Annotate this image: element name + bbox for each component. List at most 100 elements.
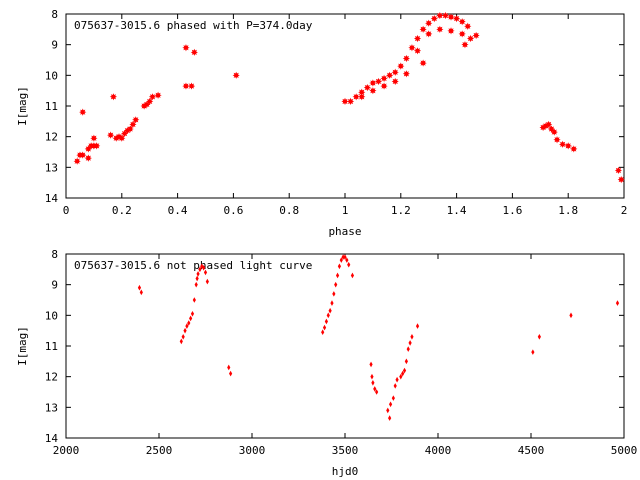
data-point: [137, 284, 142, 291]
y-tick-label: 12: [45, 131, 58, 144]
x-tick-label: 0: [63, 204, 70, 217]
data-point: [425, 30, 433, 38]
data-point: [402, 70, 410, 78]
x-tick-label: 4500: [518, 444, 545, 457]
x-tick-label: 0.4: [168, 204, 188, 217]
data-point: [84, 154, 92, 162]
data-point: [404, 358, 408, 365]
data-point: [406, 346, 410, 352]
data-point: [358, 88, 366, 96]
plot-frame: [65, 253, 625, 439]
data-point: [321, 329, 325, 335]
data-point: [203, 269, 208, 276]
data-point: [388, 401, 393, 408]
data-point: [391, 77, 399, 86]
data-point: [472, 31, 480, 40]
data-point: [369, 79, 377, 87]
data-point: [570, 145, 578, 153]
data-point: [441, 11, 450, 20]
data-point: [386, 407, 390, 414]
data-point: [447, 27, 455, 35]
data-point: [345, 257, 349, 263]
data-point: [187, 82, 196, 90]
data-point: [408, 44, 416, 52]
data-point: [380, 82, 388, 90]
data-point: [194, 281, 198, 288]
x-tick-label: 5000: [611, 444, 638, 457]
data-point: [352, 93, 360, 101]
data-point: [358, 93, 366, 101]
data-point: [466, 34, 475, 43]
x-tick-label: 1.8: [558, 204, 578, 217]
data-point: [229, 370, 233, 377]
data-point: [107, 131, 115, 139]
y-axis-label: I[mag]: [16, 326, 29, 366]
data-point: [553, 136, 561, 144]
data-point: [339, 257, 343, 263]
data-point: [436, 11, 444, 20]
data-point: [347, 261, 351, 268]
data-point: [326, 312, 330, 319]
data-point: [399, 373, 403, 380]
data-point: [430, 15, 438, 23]
data-point: [337, 263, 342, 270]
data-point: [335, 272, 340, 279]
data-point: [391, 68, 399, 76]
data-point: [332, 291, 336, 297]
x-tick-label: 1: [342, 204, 349, 217]
data-point: [371, 380, 375, 386]
data-point: [564, 142, 572, 150]
chart-title: 075637-3015.6 not phased light curve: [74, 259, 312, 272]
data-point: [341, 254, 345, 260]
data-point: [545, 120, 553, 128]
data-point: [182, 82, 190, 90]
y-tick-label: 10: [45, 309, 58, 322]
y-tick-label: 8: [51, 8, 58, 21]
data-point: [397, 62, 405, 70]
data-point: [118, 134, 126, 142]
data-point: [388, 415, 392, 421]
unphased-light-curve-panel: 2000 2500 3000 3500 4000 4500 5000 8 9 10 11 12 13 14…: [16, 248, 637, 478]
data-point: [202, 265, 206, 271]
data-point: [232, 71, 240, 79]
x-tick-label: 1.2: [391, 204, 411, 217]
data-point: [395, 376, 399, 383]
data-point: [537, 334, 541, 340]
data-point: [461, 41, 469, 49]
data-point: [146, 97, 154, 105]
y-axis-label: I[mag]: [16, 86, 29, 126]
data-point: [109, 93, 118, 101]
data-point: [415, 323, 420, 329]
data-point: [126, 125, 134, 133]
x-tick-label: 3500: [332, 444, 359, 457]
x-tick-label: 1.4: [447, 204, 467, 217]
y-tick-label: 11: [45, 340, 58, 353]
data-point: [192, 297, 196, 303]
data-point: [375, 389, 379, 395]
y-tick-label: 8: [51, 248, 58, 261]
data-point: [447, 13, 455, 21]
data-point: [198, 266, 202, 273]
data-point: [363, 84, 371, 92]
y-tick-label: 10: [45, 69, 58, 82]
data-point: [393, 383, 397, 389]
y-tick-label: 12: [45, 371, 58, 384]
x-tick-label: 1.6: [502, 204, 522, 217]
data-point: [181, 334, 185, 340]
data-point: [328, 307, 332, 314]
data-point: [189, 315, 193, 322]
data-point: [195, 275, 199, 282]
data-point: [330, 300, 334, 306]
data-point: [458, 30, 466, 38]
data-point: [402, 367, 407, 374]
data-point: [129, 120, 137, 128]
data-point: [369, 87, 377, 95]
data-point: [559, 140, 567, 148]
data-point: [90, 134, 98, 142]
data-point: [183, 327, 187, 334]
data-point: [322, 324, 327, 331]
data-point: [615, 300, 620, 306]
data-point: [350, 272, 355, 279]
data-point: [148, 93, 157, 101]
data-point: [79, 151, 87, 159]
